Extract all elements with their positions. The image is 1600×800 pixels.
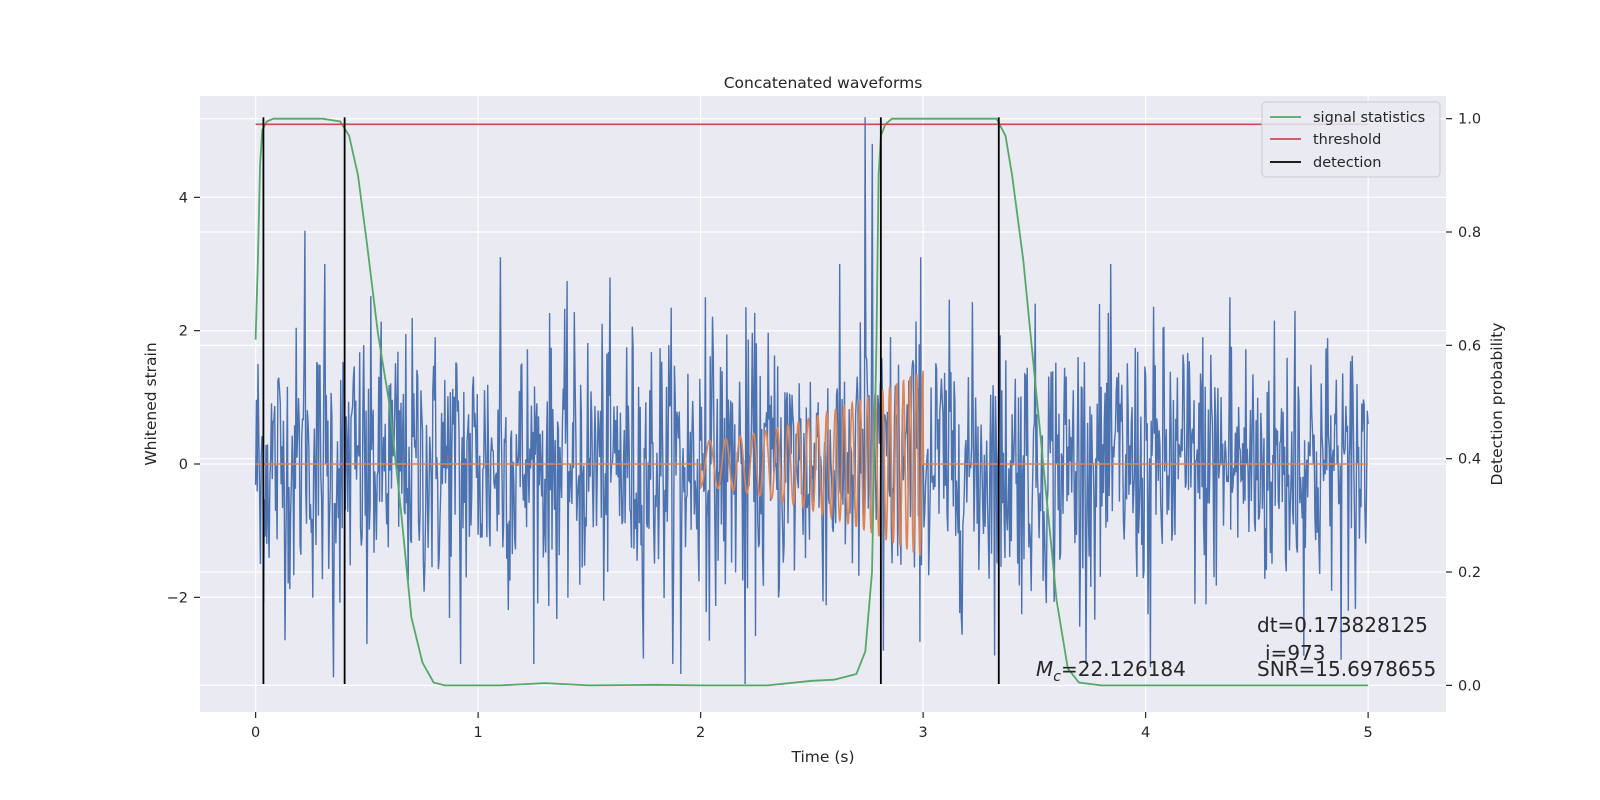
x-tick-label: 4 xyxy=(1141,725,1150,741)
x-tick-label: 0 xyxy=(251,725,260,741)
chart-title: Concatenated waveforms xyxy=(724,74,923,92)
x-axis-label: Time (s) xyxy=(790,748,854,766)
y-right-tick-label: 0.2 xyxy=(1458,565,1481,581)
annotation-chirp-mass-value: =22.126184 xyxy=(1061,657,1186,681)
y-left-tick-label: 4 xyxy=(179,190,188,206)
signal-statistics-line xyxy=(254,117,1369,687)
y-right-tick-label: 0.4 xyxy=(1458,452,1481,468)
y-left-tick-label: −2 xyxy=(167,590,188,606)
x-tick-label: 2 xyxy=(696,725,705,741)
annotation-chirp-mass-subscript: c xyxy=(1053,669,1061,685)
legend-label-threshold: threshold xyxy=(1313,132,1381,148)
y-axis-left-label: Whitened strain xyxy=(142,342,160,465)
x-axis-ticks: 0 1 2 3 4 5 xyxy=(251,712,1373,741)
legend: signal statistics threshold detection xyxy=(1261,101,1441,178)
legend-label-detection: detection xyxy=(1313,155,1381,171)
annotation-chirp-mass-symbol: M xyxy=(1036,657,1053,681)
x-tick-label: 3 xyxy=(919,725,928,741)
annotation-dt: dt=0.173828125 xyxy=(1257,613,1428,637)
x-tick-label: 5 xyxy=(1364,725,1373,741)
annotation-index: i=973 xyxy=(1265,641,1326,665)
y-right-tick-label: 1.0 xyxy=(1458,112,1481,128)
annotation-snr: SNR=15.6978655 xyxy=(1257,657,1436,681)
annotation-chirp-mass: Mc=22.126184 xyxy=(1036,657,1186,685)
detection-lines xyxy=(262,117,1000,684)
y-left-tick-label: 0 xyxy=(179,457,188,473)
plot-area xyxy=(200,96,1446,712)
y-left-tick-label: 2 xyxy=(179,324,188,340)
y-right-tick-label: 0.8 xyxy=(1458,225,1481,241)
y-right-tick-label: 0.6 xyxy=(1458,338,1481,354)
legend-label-signal-statistics: signal statistics xyxy=(1313,110,1425,126)
y-right-tick-label: 0.0 xyxy=(1458,678,1481,694)
y-axis-right-ticks: 0.0 0.2 0.4 0.6 0.8 1.0 xyxy=(1446,112,1481,694)
y-axis-right-label: Detection probability xyxy=(1488,323,1506,486)
x-tick-label: 1 xyxy=(474,725,483,741)
legend-box xyxy=(1261,101,1441,178)
template-series-line xyxy=(255,370,1369,556)
y-axis-left-ticks: −2 0 2 4 xyxy=(167,190,200,606)
